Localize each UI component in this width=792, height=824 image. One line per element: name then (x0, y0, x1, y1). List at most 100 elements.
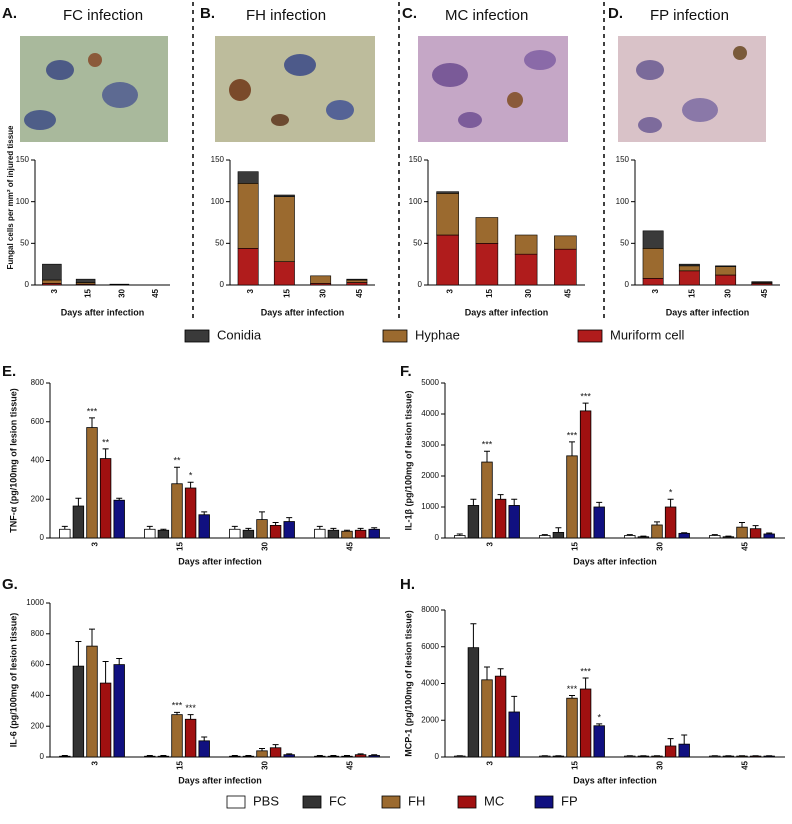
bar-segment (347, 280, 367, 283)
y-tick-label: 600 (31, 417, 45, 426)
bar-segment (515, 254, 537, 285)
x-axis-label: Days after infection (178, 775, 262, 785)
bar (638, 537, 649, 538)
bar (73, 506, 84, 538)
error-bar (569, 695, 575, 698)
y-tick-label: 100 (616, 197, 630, 206)
significance: *** (172, 701, 183, 711)
error-bar (259, 512, 265, 520)
y-tick-label: 2000 (421, 471, 439, 480)
bar-segment (310, 276, 330, 284)
x-axis-label: Days after infection (261, 307, 345, 317)
bar (145, 756, 156, 757)
bar-segment (347, 283, 367, 286)
error-bar (286, 518, 292, 522)
x-axis-label: Days after infection (666, 307, 750, 317)
bar (750, 756, 761, 757)
y-tick-label: 0 (25, 280, 30, 289)
x-tick-label: 15 (176, 760, 185, 769)
x-tick-label: 45 (346, 541, 355, 550)
y-tick-label: 100 (16, 197, 30, 206)
bar (270, 525, 281, 538)
bar (553, 756, 564, 757)
y-tick-label: 150 (16, 155, 30, 164)
legend-swatch (383, 330, 407, 342)
bar (315, 756, 326, 757)
bar (468, 505, 479, 538)
error-bar (484, 451, 490, 462)
panel-letter: B. (200, 5, 215, 22)
x-tick-label: 45 (760, 288, 769, 297)
bar-segment (238, 183, 258, 248)
panel-title: MC infection (445, 7, 528, 24)
y-tick-label: 400 (31, 691, 45, 700)
legend-label: Hyphae (415, 327, 460, 342)
panel-letter: E. (2, 363, 16, 380)
bar (270, 748, 281, 757)
significance: *** (87, 406, 98, 416)
bar (482, 462, 493, 538)
error-bar (583, 678, 589, 689)
bar (199, 741, 210, 757)
error-bar (103, 449, 109, 459)
bar (638, 756, 649, 757)
panel-letter: A. (2, 5, 17, 22)
bar-segment (238, 248, 258, 285)
bar (580, 411, 591, 538)
panel-letter: C. (402, 5, 417, 22)
bar (185, 488, 196, 538)
bar (625, 536, 636, 538)
x-tick-label: 15 (84, 288, 93, 297)
bar (710, 756, 721, 757)
y-tick-label: 50 (215, 238, 224, 247)
x-tick-label: 45 (151, 288, 160, 297)
y-tick-label: 0 (625, 280, 630, 289)
bar (114, 665, 125, 757)
y-tick-label: 3000 (421, 440, 439, 449)
x-tick-label: 30 (261, 541, 270, 550)
x-tick-label: 45 (346, 760, 355, 769)
error-bar (62, 526, 68, 529)
error-bar (75, 498, 81, 506)
x-axis-label: Days after infection (178, 556, 262, 566)
panel-letter: F. (400, 363, 412, 380)
bar (199, 515, 210, 538)
bar-segment (715, 275, 735, 285)
panel-title: FH infection (246, 7, 326, 24)
bar-segment (554, 236, 576, 249)
bar-segment (274, 195, 294, 197)
x-tick-label: 15 (485, 288, 494, 297)
legend-label: Muriform cell (610, 327, 685, 342)
bar-segment (679, 266, 699, 271)
significance: *** (185, 703, 196, 713)
x-tick-label: 3 (446, 288, 455, 293)
bar-segment (643, 278, 663, 285)
bar (652, 756, 663, 757)
y-axis-label: Fungal cells per mm² of injured tissue (6, 125, 15, 270)
significance: *** (580, 392, 591, 402)
error-bar (103, 662, 109, 684)
y-tick-label: 5000 (421, 378, 439, 387)
y-axis-label: IL-6 (pg/100mg of lesion tissue) (8, 613, 18, 748)
bar (540, 756, 551, 757)
error-bar (89, 629, 95, 646)
bar-segment (347, 279, 367, 280)
bar (60, 529, 71, 538)
bar (567, 456, 578, 538)
bar (553, 532, 564, 538)
error-bar (273, 523, 279, 526)
error-bar (654, 522, 660, 525)
bar (100, 683, 111, 757)
bar (172, 484, 183, 538)
bar (284, 755, 295, 757)
x-tick-label: 3 (91, 760, 100, 765)
bar (145, 529, 156, 538)
bar (73, 666, 84, 757)
significance: *** (482, 440, 493, 450)
y-tick-label: 150 (616, 155, 630, 164)
bar (455, 756, 466, 757)
bar (594, 726, 605, 757)
bar (509, 712, 520, 757)
legend-swatch (382, 796, 400, 808)
legend-label: FH (408, 793, 425, 808)
